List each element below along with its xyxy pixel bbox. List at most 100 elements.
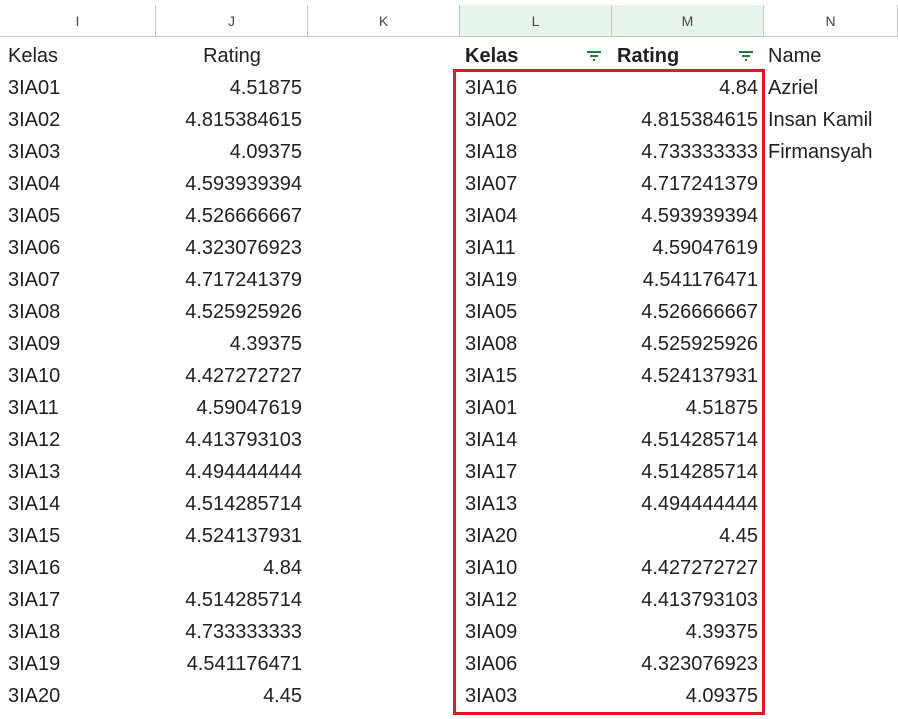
- left-kelas-cell[interactable]: 3IA16: [8, 556, 61, 579]
- empty-cell-k[interactable]: [308, 40, 460, 72]
- name-cell[interactable]: [764, 680, 898, 712]
- right-rating-cell[interactable]: 4.09375: [685, 684, 758, 707]
- right-rating-cell[interactable]: 4.733333333: [641, 140, 758, 163]
- left-rating-cell[interactable]: 4.09375: [229, 140, 302, 163]
- left-rating-cell[interactable]: 4.526666667: [185, 204, 302, 227]
- name-cell[interactable]: [764, 168, 898, 200]
- right-kelas-cell[interactable]: 3IA14: [465, 428, 518, 451]
- empty-cell-k[interactable]: [308, 456, 460, 488]
- left-kelas-cell[interactable]: 3IA04: [8, 172, 61, 195]
- right-kelas-header[interactable]: Kelas: [460, 40, 612, 72]
- column-header-j[interactable]: J: [156, 5, 308, 37]
- right-kelas-cell[interactable]: 3IA07: [465, 172, 518, 195]
- left-rating-cell[interactable]: 4.525925926: [185, 300, 302, 323]
- name-cell[interactable]: [764, 296, 898, 328]
- empty-cell-k[interactable]: [308, 72, 460, 104]
- left-kelas-cell[interactable]: 3IA03: [8, 140, 61, 163]
- name-cell[interactable]: [764, 456, 898, 488]
- empty-cell-k[interactable]: [308, 616, 460, 648]
- right-kelas-cell[interactable]: 3IA01: [465, 396, 518, 419]
- right-kelas-cell[interactable]: 3IA16: [465, 76, 518, 99]
- right-kelas-cell[interactable]: 3IA10: [465, 556, 518, 579]
- right-rating-cell[interactable]: 4.514285714: [641, 460, 758, 483]
- empty-cell-k[interactable]: [308, 264, 460, 296]
- left-kelas-cell[interactable]: 3IA09: [8, 332, 61, 355]
- right-rating-cell[interactable]: 4.427272727: [641, 556, 758, 579]
- name-cell[interactable]: [764, 616, 898, 648]
- left-rating-cell[interactable]: 4.541176471: [186, 652, 302, 675]
- empty-cell-k[interactable]: [308, 296, 460, 328]
- empty-cell-k[interactable]: [308, 328, 460, 360]
- name-cell[interactable]: Firmansyah: [768, 140, 873, 163]
- right-rating-cell[interactable]: 4.59047619: [652, 236, 758, 259]
- right-rating-cell[interactable]: 4.84: [719, 76, 758, 99]
- right-rating-cell[interactable]: 4.526666667: [641, 300, 758, 323]
- left-rating-cell[interactable]: 4.815384615: [185, 108, 302, 131]
- left-kelas-cell[interactable]: 3IA18: [8, 620, 61, 643]
- left-rating-cell[interactable]: 4.717241379: [185, 268, 302, 291]
- left-rating-header[interactable]: Rating: [203, 44, 261, 67]
- left-rating-cell[interactable]: 4.514285714: [185, 492, 302, 515]
- empty-cell-k[interactable]: [308, 392, 460, 424]
- empty-cell-k[interactable]: [308, 552, 460, 584]
- right-kelas-cell[interactable]: 3IA15: [465, 364, 518, 387]
- right-rating-cell[interactable]: 4.525925926: [641, 332, 758, 355]
- name-cell[interactable]: [764, 392, 898, 424]
- empty-cell-k[interactable]: [308, 360, 460, 392]
- right-kelas-cell[interactable]: 3IA08: [465, 332, 518, 355]
- left-kelas-cell[interactable]: 3IA17: [8, 588, 61, 611]
- left-kelas-cell[interactable]: 3IA10: [8, 364, 61, 387]
- left-rating-cell[interactable]: 4.84: [263, 556, 302, 579]
- right-kelas-cell[interactable]: 3IA13: [465, 492, 518, 515]
- left-kelas-cell[interactable]: 3IA19: [8, 652, 61, 675]
- right-rating-cell[interactable]: 4.39375: [685, 620, 758, 643]
- right-rating-cell[interactable]: 4.593939394: [641, 204, 758, 227]
- name-cell[interactable]: [764, 360, 898, 392]
- left-rating-cell[interactable]: 4.593939394: [185, 172, 302, 195]
- name-cell[interactable]: [764, 648, 898, 680]
- right-rating-cell[interactable]: 4.514285714: [641, 428, 758, 451]
- name-cell[interactable]: [764, 264, 898, 296]
- right-kelas-cell[interactable]: 3IA11: [465, 236, 516, 259]
- right-kelas-cell[interactable]: 3IA17: [465, 460, 518, 483]
- empty-cell-k[interactable]: [308, 168, 460, 200]
- right-kelas-cell[interactable]: 3IA18: [465, 140, 518, 163]
- empty-cell-k[interactable]: [308, 584, 460, 616]
- empty-cell-k[interactable]: [308, 648, 460, 680]
- empty-cell-k[interactable]: [308, 520, 460, 552]
- left-rating-cell[interactable]: 4.524137931: [185, 524, 302, 547]
- right-kelas-cell[interactable]: 3IA06: [465, 652, 518, 675]
- left-kelas-cell[interactable]: 3IA12: [8, 428, 61, 451]
- right-rating-cell[interactable]: 4.45: [719, 524, 758, 547]
- empty-cell-k[interactable]: [308, 424, 460, 456]
- left-rating-cell[interactable]: 4.514285714: [185, 588, 302, 611]
- right-rating-cell[interactable]: 4.815384615: [641, 108, 758, 131]
- left-kelas-cell[interactable]: 3IA02: [8, 108, 61, 131]
- empty-cell-k[interactable]: [308, 680, 460, 712]
- name-cell[interactable]: [764, 232, 898, 264]
- name-cell[interactable]: [764, 200, 898, 232]
- empty-cell-k[interactable]: [308, 232, 460, 264]
- right-kelas-cell[interactable]: 3IA02: [465, 108, 518, 131]
- right-kelas-cell[interactable]: 3IA19: [465, 268, 518, 291]
- right-rating-cell[interactable]: 4.413793103: [641, 588, 758, 611]
- left-kelas-cell[interactable]: 3IA08: [8, 300, 61, 323]
- name-header[interactable]: Name: [768, 44, 822, 67]
- left-rating-cell[interactable]: 4.733333333: [185, 620, 302, 643]
- name-cell[interactable]: [764, 552, 898, 584]
- right-rating-cell[interactable]: 4.541176471: [642, 268, 758, 291]
- name-cell[interactable]: Insan Kamil: [768, 108, 873, 131]
- column-header-n[interactable]: N: [764, 5, 898, 37]
- right-kelas-cell[interactable]: 3IA09: [465, 620, 518, 643]
- empty-cell-k[interactable]: [308, 104, 460, 136]
- name-cell[interactable]: Azriel: [768, 76, 819, 99]
- left-rating-cell[interactable]: 4.59047619: [196, 396, 302, 419]
- column-header-k[interactable]: K: [308, 5, 460, 37]
- right-rating-cell[interactable]: 4.323076923: [641, 652, 758, 675]
- left-rating-cell[interactable]: 4.39375: [229, 332, 302, 355]
- name-cell[interactable]: [764, 584, 898, 616]
- left-kelas-cell[interactable]: 3IA01: [8, 76, 61, 99]
- column-header-m[interactable]: M: [612, 5, 764, 37]
- left-kelas-cell[interactable]: 3IA15: [8, 524, 61, 547]
- right-rating-cell[interactable]: 4.51875: [685, 396, 758, 419]
